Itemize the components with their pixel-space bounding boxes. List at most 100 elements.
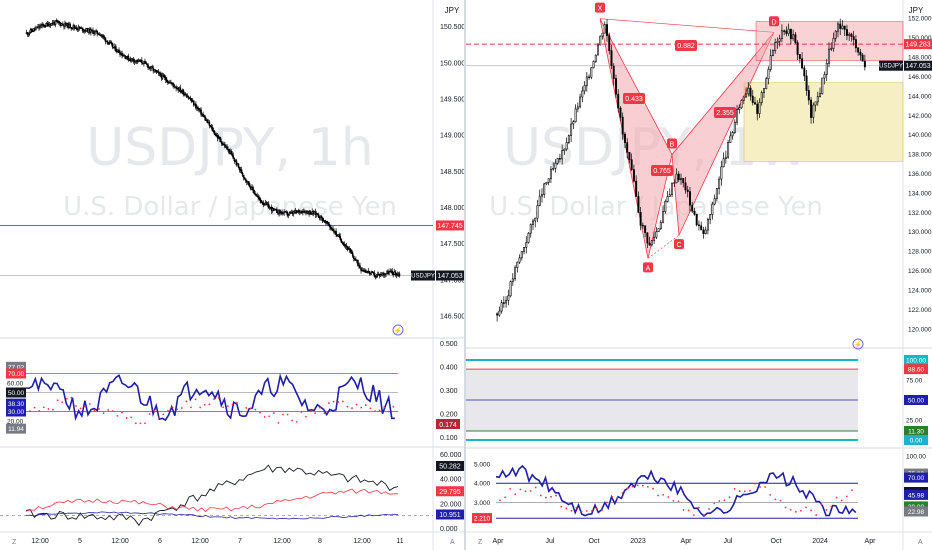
left-rsi-dot xyxy=(203,403,206,406)
right-candle xyxy=(859,51,862,56)
right-rsi2-dot xyxy=(672,499,675,502)
right-target-zone[interactable] xyxy=(743,82,904,162)
right-candle xyxy=(805,75,808,91)
right-candle xyxy=(702,229,705,235)
left-candle xyxy=(55,20,58,22)
right-candle xyxy=(532,220,534,225)
right-currency-label: JPY xyxy=(909,6,924,15)
left-candle xyxy=(219,138,222,143)
right-a-label[interactable]: A xyxy=(918,539,923,546)
left-candle xyxy=(310,213,312,215)
right-candle xyxy=(839,23,842,29)
left-candle xyxy=(173,84,175,87)
right-rsi2-dot xyxy=(759,486,761,488)
right-candle xyxy=(852,36,855,40)
right-rsi2-line xyxy=(495,464,857,518)
right-alert-lightning-icon[interactable] xyxy=(852,338,864,350)
left-candle xyxy=(257,195,259,198)
right-candle xyxy=(857,47,860,53)
left-candle xyxy=(231,153,234,156)
left-chart-svg[interactable]: USDJPY, 1h U.S. Dollar / Japanese Yen JP… xyxy=(0,0,464,550)
right-candle xyxy=(502,302,505,304)
right-candle xyxy=(861,54,864,62)
left-rsi-pane[interactable] xyxy=(25,373,398,425)
right-candle xyxy=(778,38,781,42)
right-chart-svg[interactable]: USDJPY, 1W U.S. Dollar / Japanese Yen JP… xyxy=(466,0,932,550)
right-oscillator-pane[interactable] xyxy=(466,359,858,441)
right-point-c-badge xyxy=(674,239,684,250)
left-rsi-dot xyxy=(194,398,197,401)
right-candle xyxy=(850,33,853,37)
left-candle xyxy=(282,212,284,215)
left-candle xyxy=(243,177,246,180)
right-chart-pane[interactable]: USDJPY, 1W U.S. Dollar / Japanese Yen JP… xyxy=(466,0,932,550)
right-rsi2-dot xyxy=(794,510,797,513)
left-time-label: 12:00 xyxy=(31,538,49,545)
right-red-price-badge-text: 149.283 xyxy=(905,42,930,49)
left-dmi-pane[interactable] xyxy=(0,464,433,527)
right-rsi2-dot xyxy=(820,503,823,505)
left-time-label: 7 xyxy=(238,538,242,545)
left-alert-lightning-icon[interactable] xyxy=(392,324,404,336)
left-candle xyxy=(230,150,232,155)
right-candle xyxy=(830,48,833,50)
left-candle xyxy=(309,210,311,215)
left-candle-group[interactable] xyxy=(25,18,401,280)
left-z-label[interactable]: Z xyxy=(12,539,17,546)
right-candle xyxy=(648,242,651,246)
left-candle xyxy=(332,228,334,232)
right-price-tick: 148.000 xyxy=(908,55,932,62)
left-time-label: 5 xyxy=(78,538,82,545)
right-candle xyxy=(671,182,674,195)
right-rsi2-dot xyxy=(835,496,838,499)
right-candle xyxy=(700,225,703,231)
right-rsi-pane[interactable] xyxy=(495,464,858,519)
left-chart-pane[interactable]: USDJPY, 1h U.S. Dollar / Japanese Yen JP… xyxy=(0,0,464,550)
right-candle xyxy=(810,99,813,118)
left-rsi-dot xyxy=(249,407,252,410)
left-candle xyxy=(253,189,255,194)
right-price-tick: 124.000 xyxy=(908,287,932,294)
right-price-tick: 136.000 xyxy=(908,171,932,178)
left-candle xyxy=(93,32,95,35)
pane-divider[interactable] xyxy=(464,0,466,550)
left-candle xyxy=(81,27,84,32)
left-last-price-badge xyxy=(436,270,464,281)
right-harmonic-labels[interactable]: X A B C D 0.882 0.433 0.765 2.355 xyxy=(595,2,779,273)
right-rsi2-right-badge-text: 22.98 xyxy=(908,509,925,516)
right-rsi2-dot xyxy=(789,508,792,511)
left-candle xyxy=(388,271,390,275)
left-time-label: 12:00 xyxy=(111,538,129,545)
left-candle xyxy=(164,77,167,81)
left-candle xyxy=(248,181,250,186)
left-rsi-right-tick: 0.300 xyxy=(440,388,458,395)
right-point-b-label: B xyxy=(670,142,675,149)
left-rsi-dot xyxy=(157,416,160,419)
right-candle xyxy=(776,41,779,44)
right-candle xyxy=(572,121,575,125)
left-candle xyxy=(165,79,168,83)
right-candle xyxy=(549,168,552,179)
right-candle xyxy=(657,228,660,232)
right-candle xyxy=(659,221,662,229)
left-rsi-dot xyxy=(121,411,123,414)
right-candle xyxy=(724,156,727,159)
left-a-label[interactable]: A xyxy=(450,539,455,546)
left-rsi-dot xyxy=(240,410,243,413)
right-candle xyxy=(496,313,499,316)
left-candle xyxy=(124,55,127,59)
right-rsi2-right-badge xyxy=(904,501,928,512)
right-z-label[interactable]: Z xyxy=(478,539,483,546)
right-rsi-axis: 5.0004.0003.0002.210100.0075.6070.0050.0… xyxy=(472,454,928,524)
left-candle xyxy=(341,241,344,244)
right-candle xyxy=(561,150,564,160)
right-candle xyxy=(848,33,851,36)
left-rsi-dot xyxy=(171,406,174,409)
right-candle-group[interactable] xyxy=(496,18,866,322)
right-candle xyxy=(505,300,508,304)
left-rsi-dot xyxy=(374,410,376,413)
right-rsi2-dot xyxy=(529,489,532,492)
left-candle xyxy=(210,125,213,128)
right-osc-badge xyxy=(904,435,928,445)
left-candle xyxy=(200,109,202,115)
